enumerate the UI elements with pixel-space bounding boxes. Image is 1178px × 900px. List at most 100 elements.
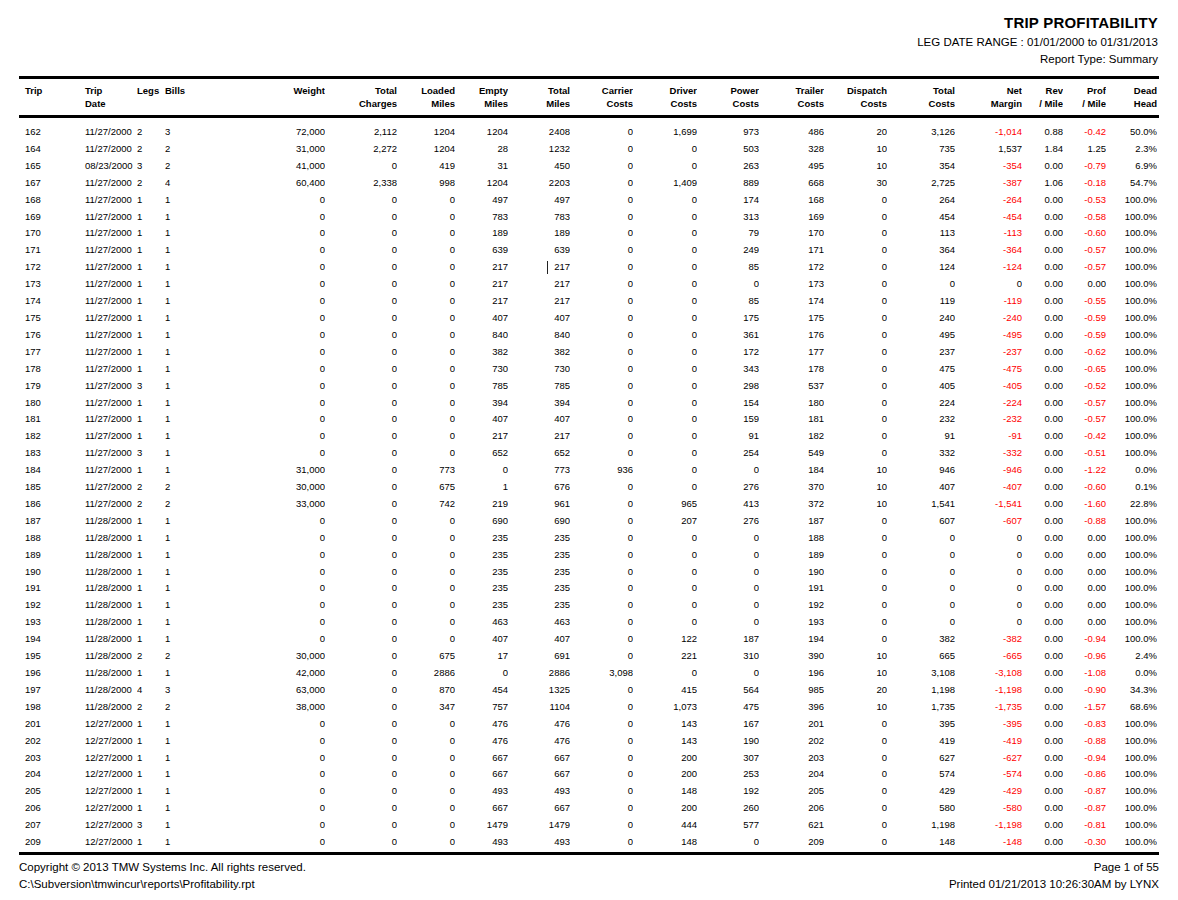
cell: -0.87: [1063, 783, 1106, 800]
column-header: DispatchCosts: [824, 79, 887, 115]
cell: 217: [508, 293, 570, 310]
cell: 1: [165, 259, 205, 276]
cell: 172: [19, 259, 79, 276]
cell: -0.90: [1063, 682, 1106, 699]
cell: 0.00: [1063, 614, 1106, 631]
cell: 0: [205, 597, 325, 614]
table-row: 17711/27/200011000382382001721770237-237…: [19, 344, 1157, 361]
cell: 0.00: [1022, 344, 1063, 361]
cell: 0: [325, 614, 397, 631]
cell: 0: [824, 750, 887, 767]
cell: 10: [824, 699, 887, 716]
cell: 0: [397, 547, 455, 564]
cell: 11/27/2000: [79, 428, 137, 445]
cell: -0.42: [1063, 428, 1106, 445]
cell: 179: [19, 378, 79, 395]
cell: 175: [19, 310, 79, 327]
cell: 0: [325, 192, 397, 209]
cell: 0: [325, 631, 397, 648]
cell: 100.0%: [1106, 597, 1157, 614]
cell: 170: [759, 225, 824, 242]
cell: 1: [137, 192, 165, 209]
cell: -0.59: [1063, 327, 1106, 344]
cell: 100.0%: [1106, 733, 1157, 750]
cell: 965: [633, 496, 697, 513]
cell: 1: [137, 834, 165, 851]
cell: 0: [325, 699, 397, 716]
cell: -1,198: [955, 817, 1022, 834]
cell: 2: [165, 496, 205, 513]
cell: 186: [19, 496, 79, 513]
cell: 0: [397, 564, 455, 581]
cell: 0.00: [1022, 310, 1063, 327]
cell: 2,725: [887, 175, 955, 192]
cell: 0.00: [1063, 276, 1106, 293]
cell: -407: [955, 479, 1022, 496]
cell: 0: [325, 665, 397, 682]
cell: 0: [325, 445, 397, 462]
cell: 0: [205, 783, 325, 800]
cell: 200: [633, 800, 697, 817]
cell: 100.0%: [1106, 428, 1157, 445]
cell: -574: [955, 766, 1022, 783]
cell: 11/27/2000: [79, 209, 137, 226]
cell: 183: [19, 445, 79, 462]
cell: 0: [205, 445, 325, 462]
cell: 773: [508, 462, 570, 479]
cell: 235: [455, 564, 508, 581]
cell: -354: [955, 158, 1022, 175]
cell: 162: [19, 124, 79, 141]
column-header: TrailerCosts: [759, 79, 824, 115]
cell: 621: [759, 817, 824, 834]
cell: 190: [697, 733, 759, 750]
cell: 0: [697, 547, 759, 564]
cell: 0: [325, 496, 397, 513]
table-row: 19511/28/20002230,0000675176910221310390…: [19, 648, 1157, 665]
column-header: TotalMiles: [508, 79, 570, 115]
column-header: NetMargin: [955, 79, 1022, 115]
cell: 1: [137, 259, 165, 276]
table-row: 17111/27/200011000639639002491710364-364…: [19, 242, 1157, 259]
cell: 124: [887, 259, 955, 276]
cell: 260: [697, 800, 759, 817]
cell: 0: [325, 225, 397, 242]
cell: -0.65: [1063, 361, 1106, 378]
cell: 783: [508, 209, 570, 226]
cell: 413: [697, 496, 759, 513]
table-row: 20612/27/20001100066766702002602060580-5…: [19, 800, 1157, 817]
cell: 0.00: [1022, 614, 1063, 631]
cell: 0: [325, 716, 397, 733]
cell: 0: [697, 530, 759, 547]
cell: 100.0%: [1106, 192, 1157, 209]
cell: 0: [205, 242, 325, 259]
cell: 0: [325, 327, 397, 344]
cell: 176: [759, 327, 824, 344]
cell: 785: [455, 378, 508, 395]
cell: 188: [19, 530, 79, 547]
cell: 394: [508, 395, 570, 412]
cell: 0: [325, 411, 397, 428]
cell: 1: [165, 766, 205, 783]
cell: 0.00: [1022, 682, 1063, 699]
cell: 11/27/2000: [79, 242, 137, 259]
cell: 217: [455, 276, 508, 293]
table-row: 19211/28/2000110002352350001920000.000.0…: [19, 597, 1157, 614]
cell: 167: [697, 716, 759, 733]
cell: 11/27/2000: [79, 175, 137, 192]
cell: 0: [397, 259, 455, 276]
cell: 668: [759, 175, 824, 192]
cell: 415: [633, 682, 697, 699]
cell: 0: [570, 783, 633, 800]
cell: 100.0%: [1106, 766, 1157, 783]
cell: 221: [633, 648, 697, 665]
cell: 0: [697, 665, 759, 682]
cell: 0: [325, 733, 397, 750]
cell: 4: [137, 682, 165, 699]
cell: 2: [165, 648, 205, 665]
cell: 476: [455, 733, 508, 750]
cell: 0: [397, 733, 455, 750]
cell: 0: [887, 276, 955, 293]
cell: 0: [205, 310, 325, 327]
cell: 143: [633, 733, 697, 750]
cell: 12/27/2000: [79, 750, 137, 767]
